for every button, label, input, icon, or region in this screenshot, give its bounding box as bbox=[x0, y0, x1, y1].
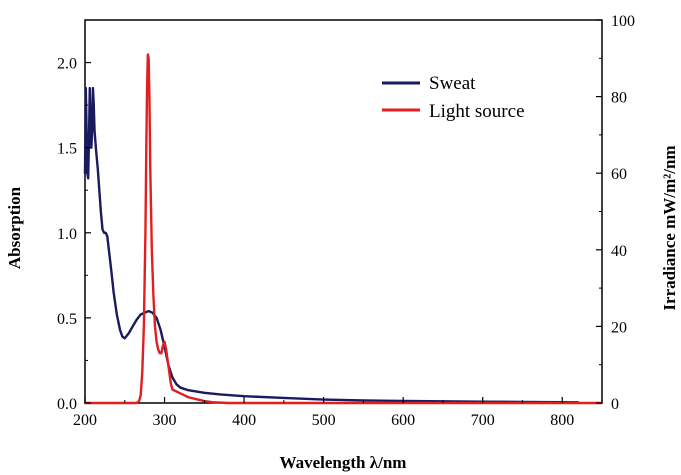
y-right-tick-label: 100 bbox=[611, 13, 635, 30]
y-right-tick-label: 20 bbox=[611, 319, 627, 336]
legend: Sweat Light source bbox=[382, 73, 525, 122]
x-axis-ticks: 200 300 400 500 600 700 800 bbox=[73, 397, 603, 429]
legend-label-light-source: Light source bbox=[429, 101, 525, 122]
series-line-light-source bbox=[83, 53, 604, 405]
series-layer bbox=[83, 53, 604, 405]
y-left-tick-label: 2.0 bbox=[57, 56, 77, 73]
y-left-tick-label: 1.5 bbox=[57, 141, 77, 158]
x-tick-label: 400 bbox=[232, 412, 256, 429]
y-right-axis-ticks: 0 20 40 60 80 100 bbox=[596, 13, 635, 413]
x-tick-label: 500 bbox=[312, 412, 336, 429]
y-left-tick-label: 0.0 bbox=[57, 396, 77, 413]
y-left-tick-label: 1.0 bbox=[57, 226, 77, 243]
series-line-sweat bbox=[83, 86, 580, 404]
y-right-tick-label: 40 bbox=[611, 243, 627, 260]
legend-label-sweat: Sweat bbox=[429, 73, 476, 94]
y-right-axis-label: Irradiance mW/m²/nm bbox=[660, 145, 679, 310]
x-tick-label: 700 bbox=[471, 412, 495, 429]
y-left-tick-label: 0.5 bbox=[57, 311, 77, 328]
x-tick-label: 600 bbox=[391, 412, 415, 429]
y-left-axis-label: Absorption bbox=[5, 186, 24, 269]
y-right-tick-label: 0 bbox=[611, 396, 619, 413]
y-left-axis-ticks: 0.0 0.5 1.0 1.5 2.0 bbox=[57, 56, 91, 413]
x-tick-label: 800 bbox=[550, 412, 574, 429]
x-tick-label: 300 bbox=[153, 412, 177, 429]
y-right-tick-label: 80 bbox=[611, 90, 627, 107]
y-right-tick-label: 60 bbox=[611, 166, 627, 183]
x-tick-label: 200 bbox=[73, 412, 97, 429]
x-axis-label: Wavelength λ/nm bbox=[280, 453, 407, 472]
